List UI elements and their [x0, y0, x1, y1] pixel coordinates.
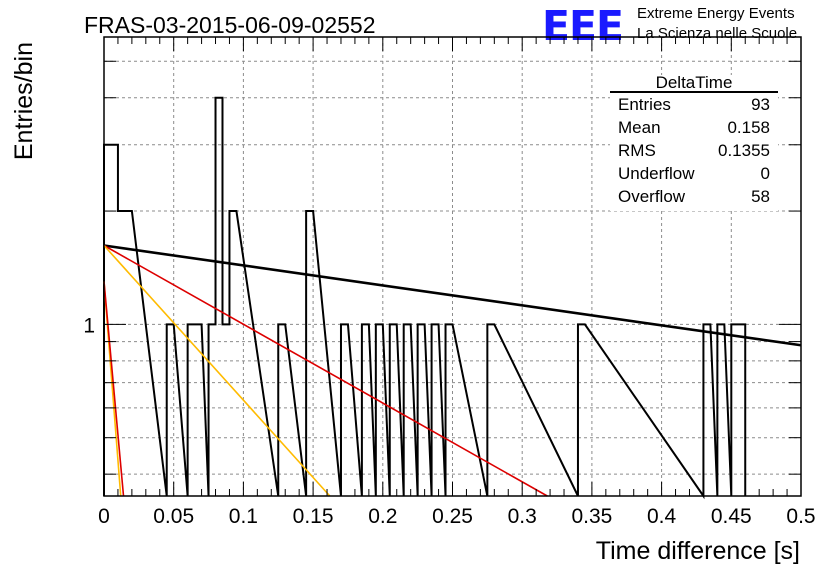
plot-frame: [103, 36, 802, 497]
x-tick-label: 0.35: [571, 505, 612, 528]
x-tick-label: 0.2: [368, 505, 397, 528]
histogram-bin: [418, 324, 425, 496]
histogram-bin: [188, 324, 195, 496]
fit-curves: [103, 244, 802, 497]
histogram-bin: [278, 324, 285, 496]
x-tick-label: 0.25: [432, 505, 473, 528]
fit-curve: [103, 281, 125, 497]
y-tick-label: 1: [83, 314, 95, 337]
stats-row-label: Overflow: [618, 187, 686, 206]
histogram-bin: [717, 324, 724, 496]
fit-curve: [103, 244, 331, 497]
stats-box-title: DeltaTime: [656, 73, 733, 92]
histogram-bin: [216, 98, 223, 496]
x-tick-label: 0.5: [786, 505, 815, 528]
stats-row-value: 0: [761, 164, 770, 183]
stats-box: DeltaTime Entries 93 Mean 0.158 RMS 0.1355 Und…: [610, 73, 778, 211]
stats-row-label: Mean: [618, 118, 661, 137]
histogram-bin: [167, 324, 174, 496]
run-title: FRAS-03-2015-06-09-02552: [84, 12, 376, 38]
histogram-outline: [103, 96, 747, 500]
histogram-bin: [125, 211, 132, 496]
x-tick-label: 0.3: [508, 505, 537, 528]
y-axis-label: Entries/bin: [10, 42, 38, 160]
x-tick-labels: 0 0.05 0.1 0.15 0.2 0.25 0.3 0.35 0.4 0.45 0.5: [98, 505, 815, 528]
histogram-bin: [446, 324, 453, 496]
stats-rows: Entries 93 Mean 0.158 RMS 0.1355 Underflow 0 Ove…: [618, 95, 770, 206]
histogram-bin: [731, 324, 738, 496]
x-tick-label: 0.45: [711, 505, 752, 528]
stats-row-label: Entries: [618, 95, 671, 114]
x-tick-label: 0.4: [647, 505, 677, 528]
stats-row-value: 0.1355: [718, 141, 770, 160]
x-tick-label: 0.05: [153, 505, 194, 528]
x-axis-label: Time difference [s]: [596, 537, 800, 565]
histogram-bin: [341, 324, 348, 496]
histogram-bins: [103, 96, 747, 500]
eee-logo: EEE: [542, 2, 623, 50]
histogram-bin: [362, 324, 369, 496]
stats-row-label: RMS: [618, 141, 656, 160]
x-tick-label: 0: [98, 505, 110, 528]
histogram-bin: [578, 324, 585, 496]
histogram-bin: [703, 324, 710, 496]
histogram-bin: [229, 211, 236, 496]
x-tick-label: 0.1: [229, 505, 258, 528]
histogram-bin: [376, 324, 383, 496]
fit-curve: [103, 244, 802, 347]
stats-row-value: 0.158: [727, 118, 770, 137]
histogram-bin: [222, 324, 229, 496]
stats-row-value: 93: [751, 95, 770, 114]
histogram-bin: [209, 324, 216, 496]
histogram-bin: [404, 324, 411, 496]
histogram-bin: [432, 324, 439, 496]
stats-row-value: 58: [751, 187, 770, 206]
x-tick-label: 0.15: [293, 505, 334, 528]
histogram-bin: [306, 211, 313, 496]
y-tick-labels: 1: [83, 314, 95, 337]
fit-curve: [103, 244, 548, 497]
logo-line-1: Extreme Energy Events: [637, 5, 795, 22]
histogram-bin: [487, 324, 494, 496]
stats-row-label: Underflow: [618, 164, 695, 183]
histogram-bin: [738, 324, 745, 496]
stats-box-background: [610, 75, 778, 211]
